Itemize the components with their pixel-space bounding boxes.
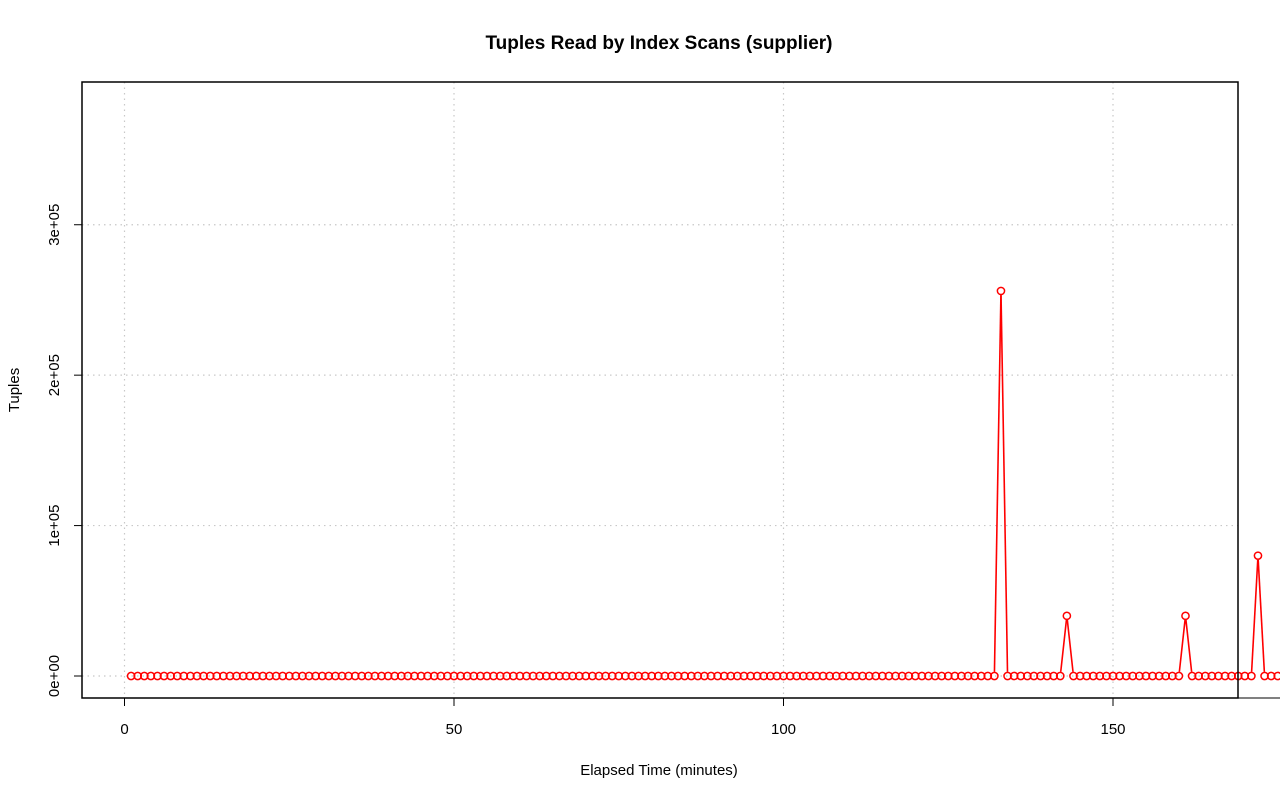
data-point <box>1273 671 1280 681</box>
x-tick-label: 100 <box>771 721 796 738</box>
data-point <box>990 671 999 681</box>
data-point-spike <box>996 286 1006 296</box>
series-segment <box>1059 619 1068 672</box>
x-axis: 050100150200250300 <box>120 697 1280 738</box>
chart-title: Tuples Read by Index Scans (supplier) <box>485 33 832 54</box>
series-tuples <box>126 286 1280 681</box>
y-tick-label: 1e+05 <box>46 505 63 547</box>
y-tick-label: 0e+00 <box>46 655 63 697</box>
data-point <box>1247 671 1256 681</box>
x-tick-label: 50 <box>446 721 463 738</box>
series-segment <box>1250 559 1259 672</box>
data-point-spike <box>1253 551 1263 561</box>
x-axis-label: Elapsed Time (minutes) <box>580 762 738 779</box>
grid <box>82 82 1238 698</box>
series-segment <box>993 295 1002 672</box>
data-point-spike <box>1062 611 1072 621</box>
y-tick-label: 3e+05 <box>46 204 63 246</box>
series-segment <box>1257 559 1266 672</box>
y-axis: 0e+00 1e+05 2e+05 3e+05 <box>46 204 83 697</box>
series-segment <box>1185 619 1193 672</box>
data-point <box>1174 671 1184 681</box>
series-segment <box>1000 295 1009 672</box>
series-segment <box>1178 619 1186 672</box>
plot-frame <box>81 81 1239 699</box>
y-tick-label: 2e+05 <box>46 354 63 396</box>
series-segment <box>1066 619 1074 672</box>
data-point <box>1055 671 1065 681</box>
y-axis-label: Tuples <box>6 368 23 412</box>
data-point-spike <box>1181 611 1190 621</box>
x-tick-label: 150 <box>1100 721 1125 738</box>
x-tick-label: 0 <box>120 721 128 738</box>
